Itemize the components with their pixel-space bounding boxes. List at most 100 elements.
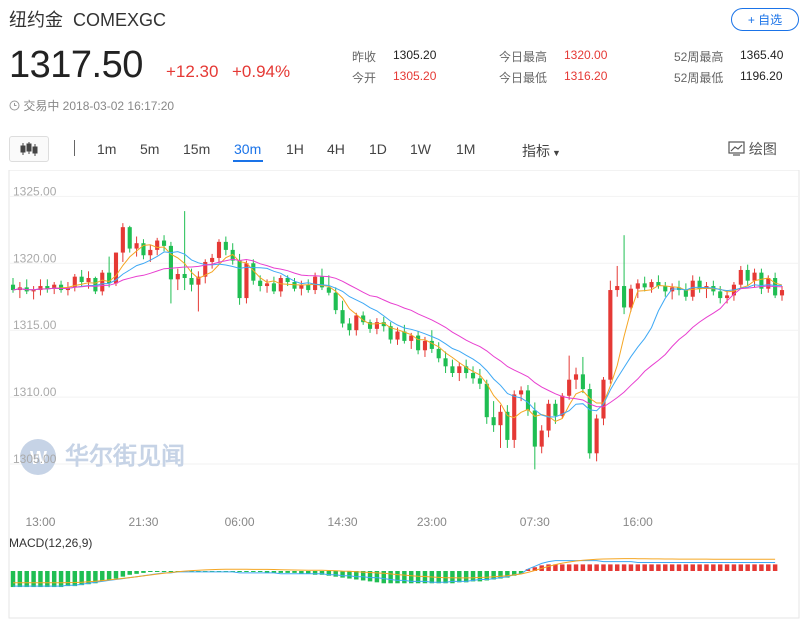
candle-body xyxy=(333,292,338,311)
macd-bar xyxy=(614,564,620,571)
candle xyxy=(573,367,579,390)
candle xyxy=(264,279,270,293)
candle-body xyxy=(663,286,668,292)
candle xyxy=(374,318,379,335)
macd-bar xyxy=(704,564,709,571)
candle xyxy=(615,265,620,297)
macd-bar xyxy=(553,564,558,571)
price-chart[interactable]: W 华尔街见闻 1325.00 1320.00 1315.00 1310.00 1305… xyxy=(0,170,811,626)
y-axis: 1325.00 1320.00 1315.00 1310.00 1305.00 xyxy=(13,184,57,466)
candle xyxy=(127,225,132,253)
macd-bar xyxy=(271,571,277,573)
candle-body xyxy=(725,295,730,299)
draw-tool-button[interactable]: 绘图 xyxy=(728,139,777,159)
macd-bar xyxy=(772,564,778,571)
macd-bar xyxy=(532,567,538,571)
macd-bar xyxy=(498,571,503,579)
candle xyxy=(470,366,476,384)
candle-body xyxy=(182,273,187,279)
candle-body xyxy=(477,378,482,384)
period-30m[interactable]: 30m xyxy=(234,141,262,157)
candle-body xyxy=(738,269,743,285)
period-4h[interactable]: 4H xyxy=(327,141,345,157)
candle-body xyxy=(347,323,352,331)
candle-body xyxy=(450,366,455,374)
candle-body xyxy=(498,411,503,426)
period-1h[interactable]: 1H xyxy=(286,141,304,157)
candle xyxy=(464,359,469,379)
candle-body xyxy=(134,243,139,249)
macd-bar xyxy=(381,571,386,584)
candle-body xyxy=(409,335,414,341)
candle xyxy=(525,385,531,416)
macd-bar xyxy=(141,571,146,573)
period-1mo[interactable]: 1M xyxy=(456,141,476,157)
macd-bar xyxy=(415,571,421,584)
period-1m[interactable]: 1m xyxy=(97,141,117,157)
candle xyxy=(148,244,153,262)
macd-bar xyxy=(161,571,167,572)
macd-bar xyxy=(649,564,654,571)
add-watchlist-button[interactable]: + 自选 xyxy=(731,8,799,31)
candle xyxy=(361,311,366,325)
candles xyxy=(10,211,785,470)
candle-body xyxy=(436,348,441,359)
macd-bar xyxy=(759,564,764,571)
candle xyxy=(388,322,393,344)
macd-bar xyxy=(388,571,393,584)
candle-body xyxy=(505,411,510,440)
candle xyxy=(271,276,276,295)
macd-bar xyxy=(148,571,153,572)
candle xyxy=(72,273,77,292)
candle-body xyxy=(388,326,393,340)
candle-body xyxy=(285,278,290,283)
macd-bar xyxy=(340,571,345,578)
macd-bar xyxy=(443,571,448,584)
macd-bar xyxy=(134,571,139,574)
macd-bar xyxy=(299,571,304,574)
candle xyxy=(738,265,743,289)
period-5m[interactable]: 5m xyxy=(140,141,160,157)
candle xyxy=(450,359,455,378)
stat-value-prev-close: 1305.20 xyxy=(393,48,437,62)
active-period-indicator xyxy=(233,160,263,162)
candle xyxy=(340,300,345,328)
stat-value-day-high: 1320.00 xyxy=(564,48,608,62)
period-15m[interactable]: 15m xyxy=(183,141,211,157)
candle-body xyxy=(45,286,50,289)
candle xyxy=(779,286,785,301)
candle-body xyxy=(203,261,208,277)
candle-body xyxy=(306,284,311,291)
candle xyxy=(416,331,421,355)
candle-body xyxy=(649,282,654,288)
candle xyxy=(498,405,503,448)
macd-bar xyxy=(697,564,702,571)
candle xyxy=(367,319,373,333)
period-1w[interactable]: 1W xyxy=(410,141,431,157)
macd-bar xyxy=(608,564,613,571)
candle-body xyxy=(278,278,283,292)
candle-body xyxy=(237,260,242,299)
x-tick-label: 16:00 xyxy=(623,515,653,529)
macd-bar xyxy=(367,571,373,582)
macd-bar xyxy=(766,564,771,571)
candle xyxy=(663,282,668,297)
macd-bar xyxy=(470,571,476,582)
candle-body xyxy=(354,315,359,331)
indicator-dropdown[interactable]: 指标 ▼ xyxy=(522,143,561,159)
macd-bar xyxy=(491,571,496,580)
period-1d[interactable]: 1D xyxy=(369,141,387,157)
candle xyxy=(134,236,139,257)
candle xyxy=(155,237,160,256)
x-tick-label: 06:00 xyxy=(225,515,255,529)
candle-body xyxy=(683,290,688,297)
candle xyxy=(141,239,146,260)
stat-label-52w-high: 52周最高 xyxy=(674,50,724,64)
candle-body xyxy=(216,241,222,258)
candle-body xyxy=(381,322,386,327)
macd-bar xyxy=(72,571,78,587)
candle xyxy=(683,283,688,301)
chart-type-button[interactable] xyxy=(9,136,49,162)
candle-body xyxy=(697,280,702,289)
stat-value-day-low: 1316.20 xyxy=(564,69,608,83)
